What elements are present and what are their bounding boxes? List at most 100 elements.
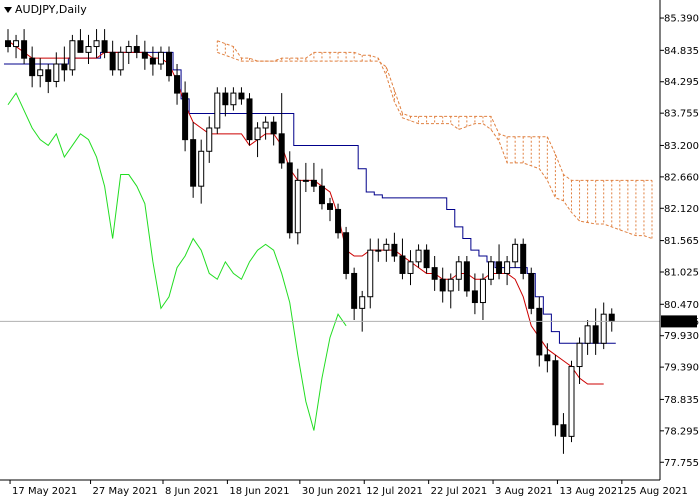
y-tick-label: 78.295 bbox=[664, 426, 699, 437]
candlesticks bbox=[5, 29, 615, 454]
candle-bear bbox=[270, 121, 277, 135]
candle-bull bbox=[488, 261, 494, 280]
candle-bull bbox=[359, 296, 366, 309]
y-tick-label: 81.025 bbox=[664, 268, 699, 279]
candle-bear bbox=[286, 162, 293, 234]
candle-bear bbox=[318, 185, 325, 205]
y-tick-label: 78.835 bbox=[664, 395, 699, 406]
candle-bear bbox=[536, 307, 543, 356]
candle-bear bbox=[343, 232, 350, 274]
candle-bear bbox=[238, 92, 245, 100]
x-tick-label: 17 May 2021 bbox=[12, 486, 77, 497]
symbol-title[interactable]: AUDJPY,Daily bbox=[4, 3, 87, 16]
candle-bear bbox=[520, 243, 527, 274]
candle-bull bbox=[568, 366, 575, 437]
candle-bear bbox=[141, 51, 148, 59]
x-tick-label: 25 Aug 2021 bbox=[624, 486, 688, 497]
candle-bear bbox=[423, 249, 430, 269]
candle-bear bbox=[61, 63, 68, 71]
y-tick-label: 82.660 bbox=[664, 172, 699, 183]
candle-bull bbox=[584, 325, 591, 344]
candle-bull bbox=[85, 46, 92, 53]
x-tick-label: 3 Aug 2021 bbox=[495, 486, 553, 497]
candle-bear bbox=[133, 46, 140, 53]
candle-bull bbox=[206, 127, 213, 152]
candle-bear bbox=[190, 139, 197, 187]
ichimoku-cloud bbox=[216, 40, 653, 240]
candle-bull bbox=[230, 92, 237, 106]
chikou-path bbox=[7, 92, 347, 431]
candle-bull bbox=[504, 261, 511, 274]
candle-bull bbox=[600, 313, 607, 344]
candle-bear bbox=[608, 313, 615, 322]
candle-bull bbox=[576, 342, 583, 368]
candle-bull bbox=[37, 69, 44, 77]
candle-bull bbox=[294, 179, 301, 234]
candle-bear bbox=[471, 290, 478, 304]
y-tick-label: 85.390 bbox=[664, 14, 699, 25]
y-tick-label: 79.930 bbox=[664, 331, 699, 342]
candle-bear bbox=[109, 51, 116, 71]
senkou-span-b bbox=[217, 40, 652, 181]
candle-bear bbox=[45, 69, 52, 82]
candle-bull bbox=[125, 46, 132, 53]
y-tick-label: 84.295 bbox=[664, 77, 699, 88]
y-tick-label: 83.755 bbox=[664, 109, 699, 120]
candle-bull bbox=[383, 243, 390, 251]
candle-bull bbox=[69, 40, 76, 71]
x-tick-label: 13 Aug 2021 bbox=[559, 486, 623, 497]
x-tick-label: 12 Jul 2021 bbox=[366, 486, 423, 497]
y-tick-label: 79.390 bbox=[664, 363, 699, 374]
y-tick-label: 81.565 bbox=[664, 236, 699, 247]
y-tick-label: 84.835 bbox=[664, 46, 699, 57]
candle-bull bbox=[512, 243, 519, 263]
candle-bear bbox=[439, 278, 446, 292]
y-tick-label: 77.755 bbox=[664, 458, 699, 469]
candle-bull bbox=[53, 63, 60, 82]
candle-bear bbox=[182, 92, 189, 141]
candle-bull bbox=[302, 179, 309, 182]
candle-bull bbox=[447, 278, 454, 292]
candle-bear bbox=[29, 57, 36, 77]
candle-bear bbox=[463, 261, 470, 292]
candle-bull bbox=[367, 249, 374, 298]
x-tick-label: 27 May 2021 bbox=[93, 486, 158, 497]
current-price-box bbox=[661, 315, 697, 328]
candle-bull bbox=[407, 261, 414, 274]
candle-bear bbox=[77, 40, 84, 53]
candle-bear bbox=[222, 92, 229, 106]
candle-bear bbox=[278, 133, 285, 164]
candle-bear bbox=[496, 261, 503, 274]
candle-bull bbox=[262, 121, 269, 129]
x-tick-label: 30 Jun 2021 bbox=[302, 486, 362, 497]
candle-bear bbox=[552, 360, 559, 426]
candle-bear bbox=[544, 354, 551, 362]
chikou-span-line bbox=[7, 92, 347, 431]
y-tick-label: 83.200 bbox=[664, 141, 699, 152]
candle-bull bbox=[455, 261, 462, 280]
candle-bear bbox=[351, 272, 358, 309]
dropdown-triangle-icon[interactable] bbox=[4, 6, 12, 13]
candle-bull bbox=[254, 127, 261, 141]
candle-bear bbox=[399, 255, 406, 274]
candle-bull bbox=[375, 249, 382, 252]
candle-bear bbox=[592, 325, 599, 344]
candle-bear bbox=[391, 243, 398, 257]
x-tick-label: 8 Jun 2021 bbox=[165, 486, 219, 497]
candle-bull bbox=[214, 92, 221, 129]
candle-bear bbox=[560, 424, 567, 437]
candle-bear bbox=[5, 40, 11, 48]
candle-bull bbox=[157, 51, 164, 65]
candle-bear bbox=[174, 75, 181, 94]
candle-bear bbox=[431, 267, 438, 280]
candle-bear bbox=[246, 98, 253, 141]
candle-bear bbox=[335, 208, 342, 234]
candle-bear bbox=[101, 40, 108, 53]
candle-bear bbox=[528, 272, 535, 309]
candle-bull bbox=[13, 40, 20, 48]
y-tick-label: 80.470 bbox=[664, 300, 699, 311]
candle-bear bbox=[327, 203, 333, 210]
